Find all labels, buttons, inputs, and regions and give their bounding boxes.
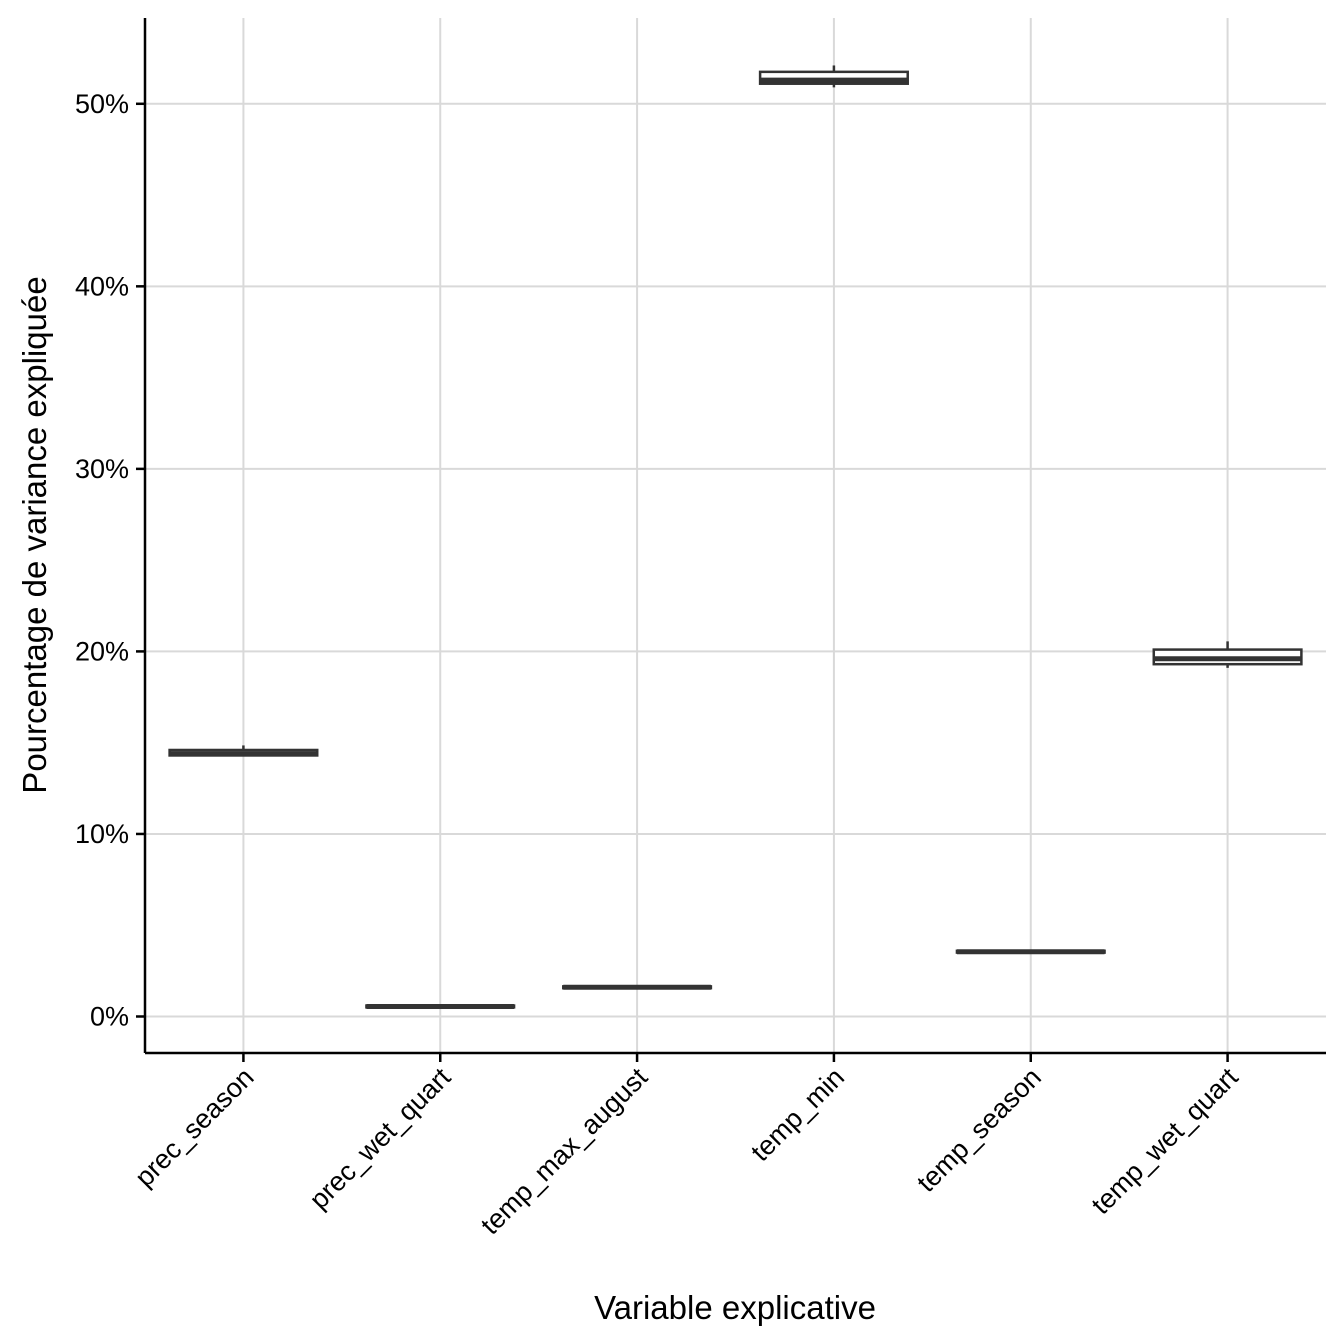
y-tick-label: 50% bbox=[75, 89, 129, 119]
x-tick-label: temp_min bbox=[745, 1062, 850, 1167]
x-tick-label: temp_wet_quart bbox=[1086, 1062, 1244, 1220]
y-tick-label: 10% bbox=[75, 819, 129, 849]
axes bbox=[136, 18, 1326, 1062]
box-layer bbox=[168, 65, 1303, 1009]
y-tick-label: 20% bbox=[75, 636, 129, 666]
box-temp_max_august bbox=[562, 984, 713, 990]
box-temp_min bbox=[758, 65, 909, 88]
box-prec_season bbox=[168, 745, 319, 757]
grid-lines bbox=[145, 18, 1326, 1053]
x-tick-label: prec_wet_quart bbox=[304, 1062, 457, 1215]
x-axis-title: Variable explicative bbox=[594, 1289, 876, 1326]
y-axis-title: Pourcentage de variance expliquée bbox=[16, 276, 53, 793]
x-tick-label: temp_season bbox=[911, 1062, 1047, 1198]
x-tick-label: prec_season bbox=[129, 1062, 260, 1193]
y-tick-label: 40% bbox=[75, 271, 129, 301]
box-prec_wet_quart bbox=[365, 1003, 516, 1009]
x-tick-label: temp_max_august bbox=[475, 1062, 654, 1241]
y-tick-label: 30% bbox=[75, 454, 129, 484]
y-tick-label: 0% bbox=[90, 1001, 129, 1031]
box-temp_wet_quart bbox=[1152, 641, 1303, 668]
tick-labels: 0% 10% 20% 30% 40% 50% prec_season prec_wet_qua… bbox=[75, 89, 1244, 1241]
box-temp_season bbox=[955, 949, 1106, 955]
